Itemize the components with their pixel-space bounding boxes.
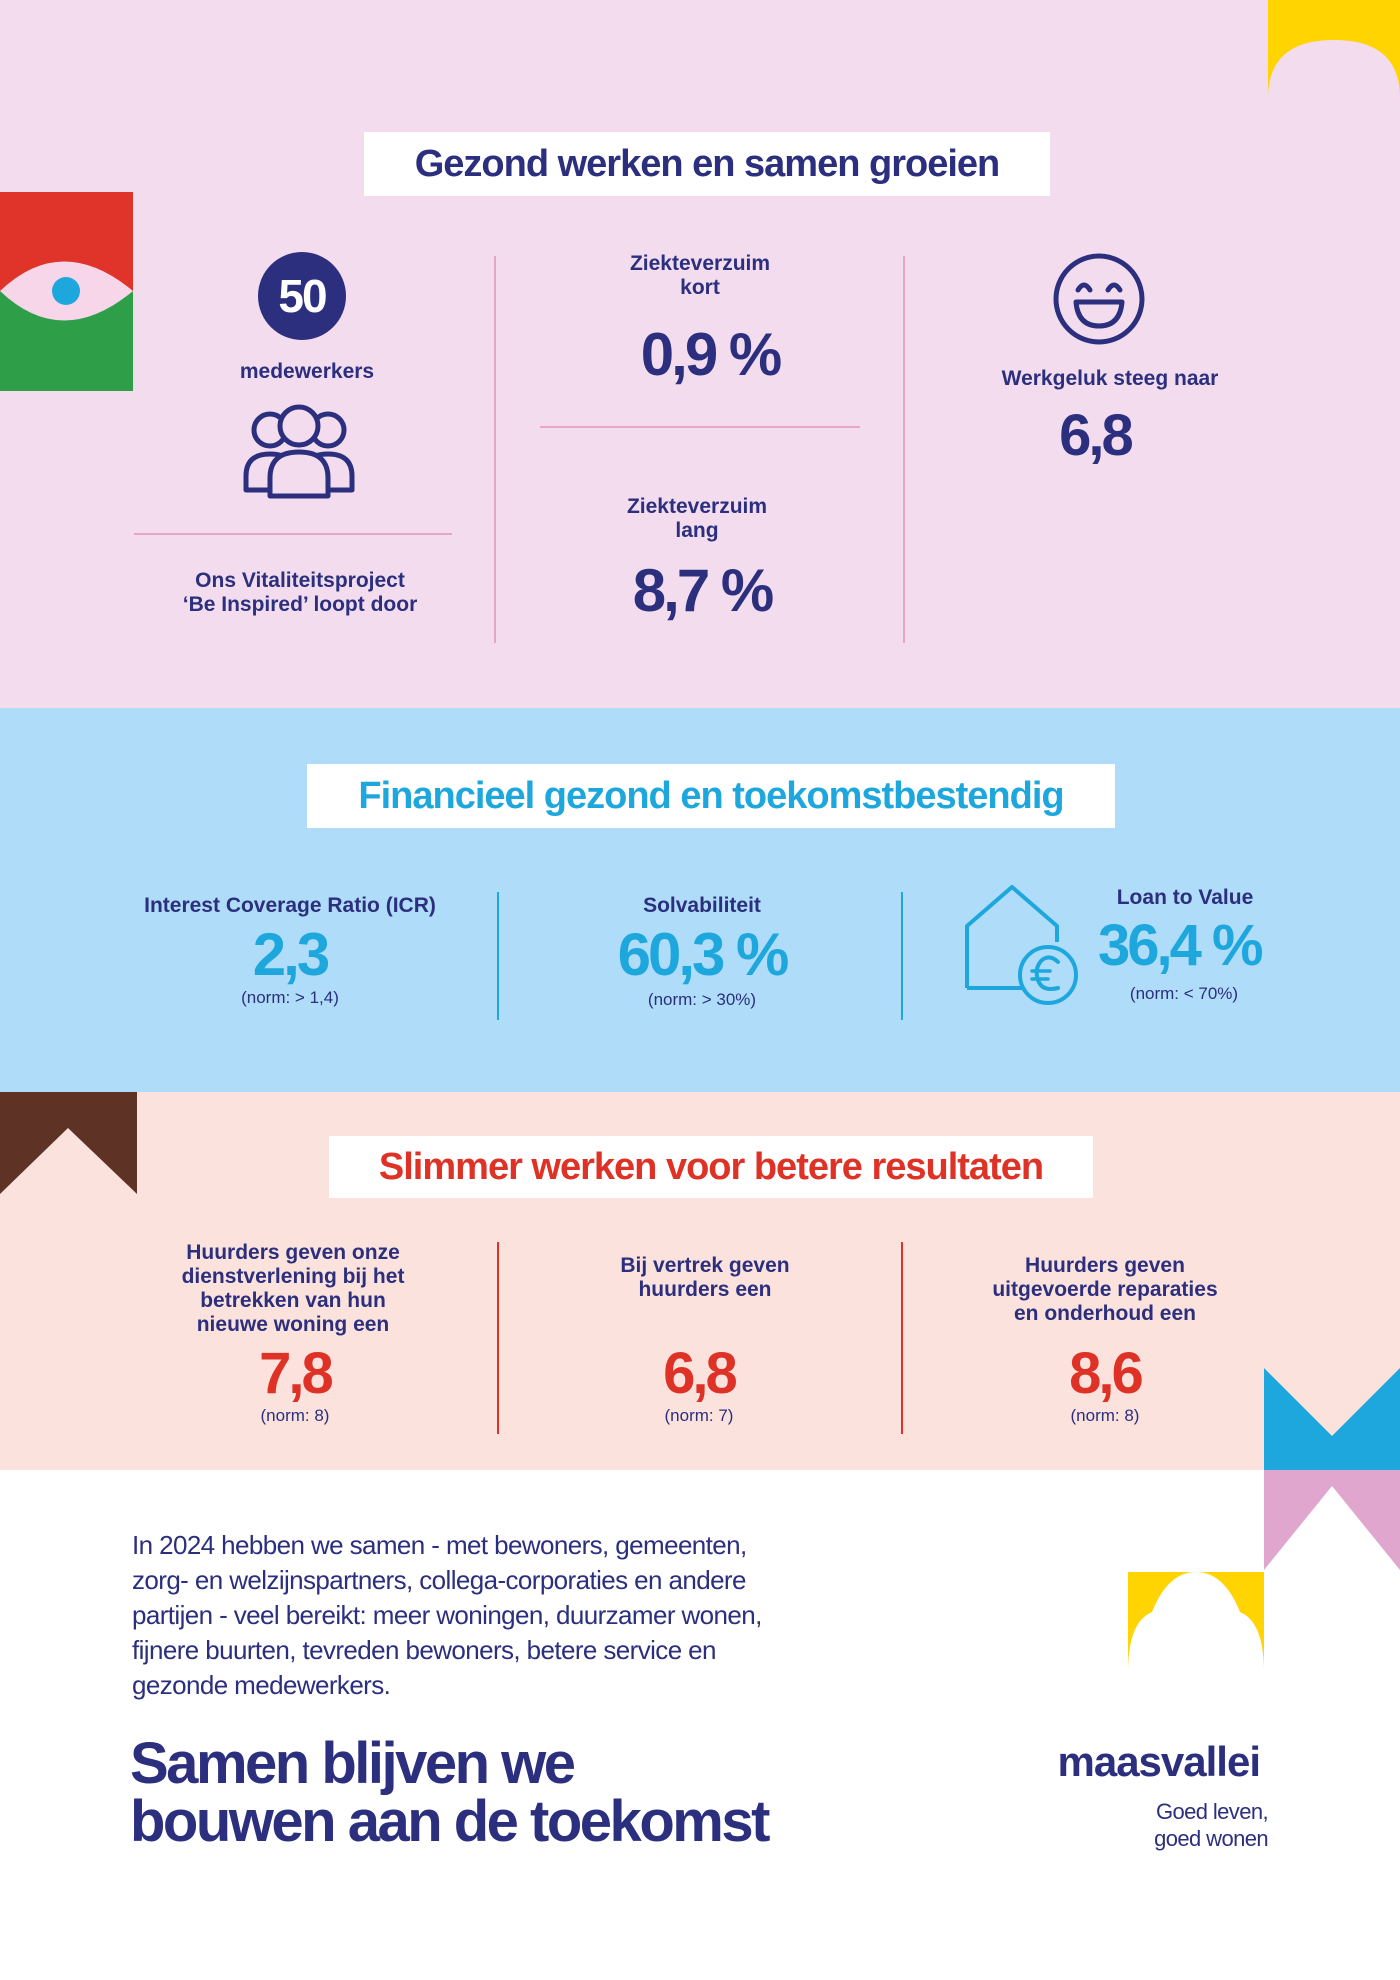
departure-label: Bij vertrek geven huurders een bbox=[620, 1254, 790, 1301]
departure-norm: (norm: 7) bbox=[664, 1406, 734, 1425]
absence-long-value: 8,7 % bbox=[632, 557, 774, 624]
house-euro-icon bbox=[965, 885, 1078, 1005]
happiness-value: 6,8 bbox=[1059, 403, 1134, 468]
divider bbox=[901, 1242, 903, 1434]
employees-label: medewerkers bbox=[239, 360, 375, 383]
departure-value: 6,8 bbox=[663, 1341, 738, 1406]
section-finance-title: Financieel gezond en toekomstbestendig bbox=[307, 764, 1115, 828]
tagline-heading: Samen blijven we bouwen aan de toekomst bbox=[130, 1731, 770, 1854]
new-home-value: 7,8 bbox=[259, 1341, 334, 1406]
new-home-label: Huurders geven onze dienstverlening bij … bbox=[181, 1241, 405, 1336]
repairs-norm: (norm: 8) bbox=[1070, 1406, 1140, 1425]
vitality-project-text: Ons Vitaliteitsproject ‘Be Inspired’ loo… bbox=[182, 569, 418, 616]
section-health-title: Gezond werken en samen groeien bbox=[364, 132, 1050, 196]
divider bbox=[497, 892, 499, 1020]
divider bbox=[903, 256, 905, 643]
divider bbox=[540, 426, 860, 428]
happiness-label: Werkgeluk steeg naar bbox=[1001, 367, 1219, 390]
absence-short-label: Ziekteverzuim kort bbox=[629, 252, 771, 299]
yellow-arch-bottom-decoration-icon bbox=[1128, 1572, 1264, 1672]
blue-crown-decoration-icon bbox=[1264, 1368, 1400, 1470]
ltv-value: 36,4 % bbox=[1098, 913, 1264, 978]
absence-long-label: Ziekteverzuim lang bbox=[626, 495, 768, 542]
brand-logo-text: maasvallei bbox=[1057, 1738, 1261, 1785]
pink-roof-decoration-icon bbox=[1264, 1470, 1400, 1570]
ltv-label: Loan to Value bbox=[1116, 886, 1254, 909]
summary-paragraph: In 2024 hebben we samen - met bewoners, … bbox=[132, 1530, 762, 1700]
divider bbox=[494, 256, 496, 643]
section-results-title: Slimmer werken voor betere resultaten bbox=[329, 1136, 1093, 1198]
solvency-norm: (norm: > 30%) bbox=[647, 990, 757, 1009]
new-home-norm: (norm: 8) bbox=[260, 1406, 330, 1425]
brown-roof-decoration-icon bbox=[0, 1092, 137, 1194]
repairs-label: Huurders geven uitgevoerde reparaties en… bbox=[992, 1254, 1218, 1325]
people-group-icon bbox=[243, 404, 355, 499]
repairs-value: 8,6 bbox=[1069, 1341, 1144, 1406]
yellow-arch-decoration-icon bbox=[1268, 0, 1400, 98]
solvency-value: 60,3 % bbox=[617, 921, 790, 988]
solvency-label: Solvabiliteit bbox=[643, 894, 761, 917]
icr-value: 2,3 bbox=[252, 921, 330, 988]
eye-decoration-icon bbox=[0, 192, 133, 391]
icr-norm: (norm: > 1,4) bbox=[241, 988, 339, 1007]
employee-count-badge bbox=[258, 252, 346, 340]
employee-count: 50 bbox=[278, 270, 327, 322]
section-health-background bbox=[0, 0, 1400, 708]
brand-slogan: Goed leven, goed wonen bbox=[1154, 1799, 1268, 1851]
ltv-norm: (norm: < 70%) bbox=[1129, 984, 1239, 1003]
smiley-icon bbox=[1053, 253, 1145, 345]
divider bbox=[901, 892, 903, 1020]
divider bbox=[134, 533, 452, 535]
absence-short-value: 0,9 % bbox=[640, 321, 782, 388]
divider bbox=[497, 1242, 499, 1434]
icr-label: Interest Coverage Ratio (ICR) bbox=[144, 894, 436, 917]
